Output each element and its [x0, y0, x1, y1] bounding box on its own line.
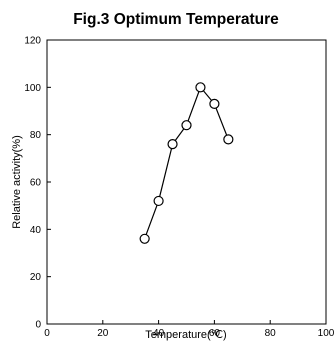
x-axis-ticks: 0 20 40 60 80 100	[44, 320, 335, 339]
x-axis-label: Temperature(℃)	[145, 329, 226, 341]
chart-title: Fig.3 Optimum Temperature	[73, 11, 279, 28]
y-tick-label: 100	[24, 83, 41, 94]
plot-area	[46, 39, 327, 325]
data-point	[209, 98, 220, 110]
x-tick-label: 80	[265, 328, 277, 339]
data-point	[223, 134, 234, 145]
y-axis-label: Relative activity(%)	[11, 135, 23, 229]
x-tick-label: 60	[209, 328, 221, 339]
y-tick-label: 60	[30, 178, 42, 189]
data-point	[167, 139, 178, 150]
x-tick-label: 20	[97, 328, 109, 339]
data-point	[181, 120, 192, 131]
data-points	[139, 82, 234, 244]
x-tick-label: 100	[318, 328, 335, 339]
y-tick-label: 80	[30, 130, 42, 141]
series-line	[144, 86, 229, 240]
data-point	[139, 233, 150, 244]
x-tick-label: 40	[153, 328, 165, 339]
x-tick-label: 0	[44, 328, 50, 339]
y-tick-label: 40	[30, 225, 42, 236]
y-tick-label: 0	[35, 320, 41, 331]
data-point	[153, 195, 164, 207]
y-tick-label: 20	[30, 272, 42, 283]
y-axis-ticks: 0 20 40 60 80 100 120	[24, 36, 51, 331]
data-point	[195, 82, 206, 93]
y-tick-label: 120	[24, 36, 41, 47]
